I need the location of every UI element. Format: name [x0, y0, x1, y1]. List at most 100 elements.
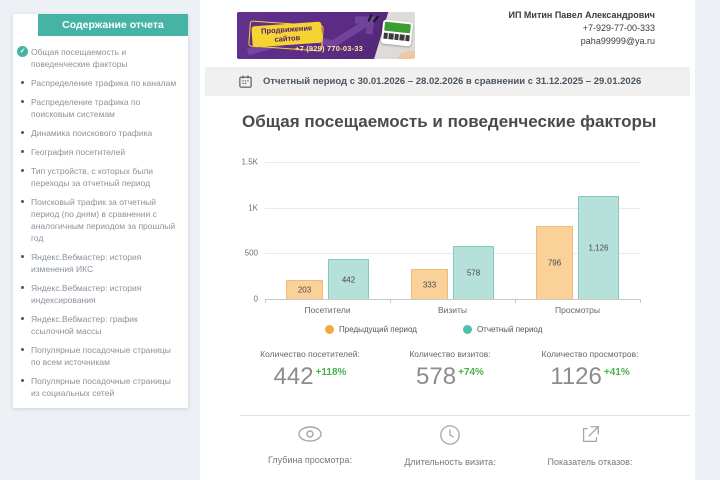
eye-icon [298, 426, 322, 442]
stat-visitors: Количество посетителей: 442 +118% [240, 349, 380, 391]
bullet-icon [21, 379, 24, 382]
stat-views-label: Количество просмотров: [541, 349, 639, 359]
bar-report[interactable]: 1,126 [578, 196, 619, 299]
metric-depth: Глубина просмотра: [240, 424, 380, 467]
sidebar-item[interactable]: Яндекс.Вебмастер: история изменения ИКС [13, 251, 178, 275]
sidebar-item-label: Распределение трафика по каналам [31, 78, 177, 88]
legend-label-previous: Предыдущий период [339, 325, 417, 334]
bar-group: 333 578 [390, 162, 515, 299]
legend-item-previous: Предыдущий период [325, 325, 417, 334]
metric-duration: Длительность визита: [380, 424, 520, 467]
sidebar-item[interactable]: Популярные посадочные страницы из социал… [13, 375, 178, 399]
sidebar-item[interactable]: Поисковый трафик за отчетный период (по … [13, 196, 178, 244]
bullet-icon [21, 169, 24, 172]
sidebar-item-label: География посетителей [31, 147, 126, 157]
metric-bounce: Показатель отказов: [520, 424, 660, 467]
bullet-icon [21, 131, 24, 134]
sidebar-item-label: Поисковый трафик за отчетный период (по … [31, 197, 176, 243]
sidebar-item-label: Динамика поискового трафика [31, 128, 153, 138]
toc-title: Содержание отчета [38, 14, 188, 36]
stat-visits: Количество визитов: 578 +74% [380, 349, 520, 391]
sidebar-item[interactable]: Динамика поискового трафика [13, 127, 178, 139]
contact-email[interactable]: paha99999@ya.ru [580, 36, 655, 46]
bullet-icon [21, 286, 24, 289]
bar-group: 203 442 [265, 162, 390, 299]
tablet-illustration [380, 19, 414, 47]
x-axis-tick [265, 299, 266, 303]
sidebar-item-label: Распределение трафика по поисковым систе… [31, 97, 141, 119]
calendar-icon [239, 75, 252, 88]
sidebar-item-label: Яндекс.Вебмастер: график ссылочной массы [31, 314, 138, 336]
stat-visits-delta: +74% [458, 367, 484, 378]
legend-label-report: Отчетный период [476, 325, 543, 334]
bullet-icon [21, 100, 24, 103]
bar-previous[interactable]: 203 [286, 280, 323, 299]
bar-value-label: 442 [341, 275, 356, 284]
sidebar-item-label: Популярные посадочные страницы из социал… [31, 376, 171, 398]
sidebar-item[interactable]: Популярные посадочные страницы по всем и… [13, 344, 178, 368]
stat-visits-value: 578 [416, 363, 457, 390]
sidebar-item[interactable]: География посетителей [13, 146, 178, 158]
page-title: Общая посещаемость и поведенческие факто… [242, 112, 657, 131]
bullet-icon [21, 317, 24, 320]
toc-list: ✓ Общая посещаемость и поведенческие факт… [13, 36, 188, 399]
behavior-metrics-row: Глубина просмотра: Длительность визита: … [240, 424, 660, 467]
clock-icon [440, 425, 460, 445]
bounce-icon [582, 426, 599, 443]
x-axis-tick [640, 299, 641, 303]
sidebar-item-label: Тип устройств, с которых были переходы з… [31, 166, 154, 188]
report-toc-panel: Содержание отчета ✓ Общая посещаемость и … [13, 14, 188, 408]
sidebar-item[interactable]: ✓ Общая посещаемость и поведенческие факт… [13, 46, 178, 70]
bullet-icon [21, 81, 24, 84]
hand-illustration [395, 48, 415, 59]
report-period-bar: Отчетный период с 30.01.2026 – 28.02.202… [205, 67, 690, 96]
bar-previous[interactable]: 796 [536, 226, 573, 299]
section-divider [240, 415, 690, 416]
contact-phone: +7-929-77-00-333 [582, 23, 655, 33]
metric-bounce-label: Показатель отказов: [547, 457, 633, 467]
sidebar-item-label: Яндекс.Вебмастер: история индексирования [31, 283, 142, 305]
bullet-icon [21, 348, 24, 351]
y-axis-tick-label: 500 [244, 248, 258, 258]
sidebar-item-label: Яндекс.Вебмастер: история изменения ИКС [31, 252, 142, 274]
stat-visitors-delta: +118% [315, 367, 347, 378]
check-icon: ✓ [17, 46, 28, 57]
stat-views-value: 1126 [550, 363, 602, 390]
sidebar-item[interactable]: Распределение трафика по каналам [13, 77, 178, 89]
sidebar-item[interactable]: Тип устройств, с которых были переходы з… [13, 165, 178, 189]
bar-value-label: 578 [466, 268, 481, 278]
stat-visitors-label: Количество посетителей: [260, 349, 360, 359]
stat-views-delta: +41% [603, 367, 630, 378]
sidebar-item-label: Популярные посадочные страницы по всем и… [31, 345, 171, 367]
sidebar-item[interactable]: Яндекс.Вебмастер: история индексирования [13, 282, 178, 306]
bullet-icon [21, 255, 24, 258]
legend-dot-report [462, 325, 472, 334]
bar-report[interactable]: 578 [453, 246, 494, 299]
gridline [265, 207, 640, 209]
contact-block: ИП Митин Павел Александрович +7-929-77-0… [508, 9, 655, 48]
x-axis-tick [390, 299, 391, 303]
bar-value-label: 1,126 [588, 243, 609, 253]
report-content: Продвижение сайтов +7 (929) 770-03-33 ИП… [200, 0, 695, 480]
stat-counters: Количество посетителей: 442 +118% Количес… [240, 349, 660, 391]
x-axis-category-label: Посетители [304, 305, 351, 315]
gridline [265, 162, 640, 163]
y-axis-tick-label: 1K [248, 203, 258, 213]
sidebar-item[interactable]: Яндекс.Вебмастер: график ссылочной массы [13, 313, 178, 337]
sidebar-item[interactable]: Распределение трафика по поисковым систе… [13, 96, 178, 120]
x-axis-tick [515, 299, 516, 303]
metric-depth-label: Глубина просмотра: [268, 455, 352, 465]
bullet-icon [21, 150, 24, 153]
y-axis-tick-label: 1.5K [241, 157, 258, 167]
x-axis-category-label: Просмотры [555, 305, 600, 315]
bar-value-label: 796 [547, 258, 562, 268]
promo-banner[interactable]: Продвижение сайтов +7 (929) 770-03-33 [237, 12, 415, 59]
report-period-text: Отчетный период с 30.01.2026 – 28.02.202… [263, 76, 642, 87]
bar-previous[interactable]: 333 [411, 269, 448, 299]
bar-value-label: 333 [422, 280, 437, 289]
chart-legend: Предыдущий период Отчетный период [325, 325, 542, 334]
sidebar-item-label: Общая посещаемость и поведенческие факто… [31, 47, 128, 69]
contact-name: ИП Митин Павел Александрович [508, 10, 655, 20]
gridline [265, 253, 640, 255]
bar-report[interactable]: 442 [328, 259, 369, 299]
